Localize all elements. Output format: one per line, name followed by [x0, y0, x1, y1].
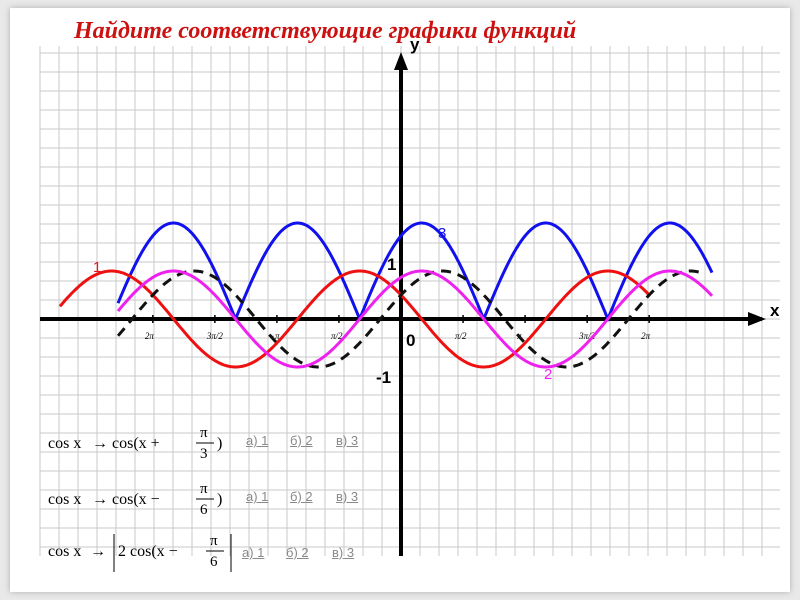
option-a[interactable]: а) 1: [246, 433, 269, 448]
formula-from: cos x: [48, 543, 81, 560]
y-one-label: 1: [387, 255, 396, 274]
formula-denominator: 6: [200, 502, 208, 518]
formula-to: cos(x +: [112, 435, 160, 452]
formula-from: cos x: [48, 491, 81, 508]
option-b[interactable]: б) 2: [290, 489, 313, 504]
curve-label-1: 1: [93, 259, 101, 276]
formula-close: ): [217, 435, 222, 452]
x-axis-label: x: [770, 301, 780, 320]
formula-to: cos(x −: [112, 491, 160, 508]
formula-arrow: →: [92, 491, 108, 508]
formula-from: cos x: [48, 435, 81, 452]
formula-to: 2 cos(x −: [118, 543, 178, 560]
x-tick-label: π/2: [455, 331, 467, 341]
formula-2: cos x → cos(x − π 6 ): [48, 481, 222, 518]
formula-numerator: π: [210, 533, 218, 549]
formula-close: ): [217, 491, 222, 508]
formula-numerator: π: [200, 481, 208, 497]
curve-dashed-black: [116, 269, 701, 369]
grid: [39, 46, 780, 556]
option-a[interactable]: а) 1: [246, 489, 269, 504]
curve-label-2: 2: [544, 366, 552, 383]
x-axis-arrow: [748, 312, 766, 326]
formula-denominator: 6: [210, 554, 218, 570]
x-tick-label: 2π: [145, 331, 155, 341]
y-axis-arrow: [394, 52, 408, 70]
page-title: Найдите соответствующие графики функций: [74, 18, 577, 44]
option-b[interactable]: б) 2: [286, 545, 309, 560]
option-c[interactable]: в) 3: [332, 545, 355, 560]
formula-numerator: π: [200, 425, 208, 441]
task-row-2: cos x → cos(x − π 6 ) а) 1 б) 2 в) 3: [10, 478, 390, 518]
formula-1: cos x → cos(x + π 3 ): [48, 425, 222, 462]
x-tick-label: 3π/2: [206, 331, 224, 341]
function-graph: x y 0 1 -1 2π 3π/2 −π π/2 π/2 π 3π/2 2π 1 2 3: [39, 35, 780, 556]
curve-2-magenta: [116, 269, 714, 369]
x-tick-label: 2π: [641, 331, 651, 341]
option-b[interactable]: б) 2: [290, 433, 313, 448]
option-c[interactable]: в) 3: [336, 489, 359, 504]
formula-arrow: →: [90, 543, 106, 560]
curve-3-blue: [116, 221, 714, 322]
y-minus-one-label: -1: [376, 368, 391, 387]
task-row-1: cos x → cos(x + π 3 ) а) 1 б) 2 в) 3: [10, 422, 390, 462]
option-a[interactable]: а) 1: [242, 545, 265, 560]
option-c[interactable]: в) 3: [336, 433, 359, 448]
curve-1-red: [58, 269, 652, 369]
formula-arrow: →: [92, 435, 108, 452]
formula-3: cos x → 2 cos(x − π 6: [48, 533, 232, 572]
task-row-3: cos x → 2 cos(x − π 6 а) 1 б) 2 в) 3: [10, 530, 390, 572]
formula-denominator: 3: [200, 446, 208, 462]
slide: x y 0 1 -1 2π 3π/2 −π π/2 π/2 π 3π/2 2π 1 2 3 Н…: [10, 8, 790, 592]
x-tick-label: 3π/2: [578, 331, 596, 341]
curve-label-3: 3: [438, 225, 446, 242]
x-tick-label: −π: [269, 331, 280, 341]
x-tick-label: π/2: [331, 331, 343, 341]
y-axis-label: y: [410, 35, 420, 54]
origin-label: 0: [406, 331, 415, 350]
